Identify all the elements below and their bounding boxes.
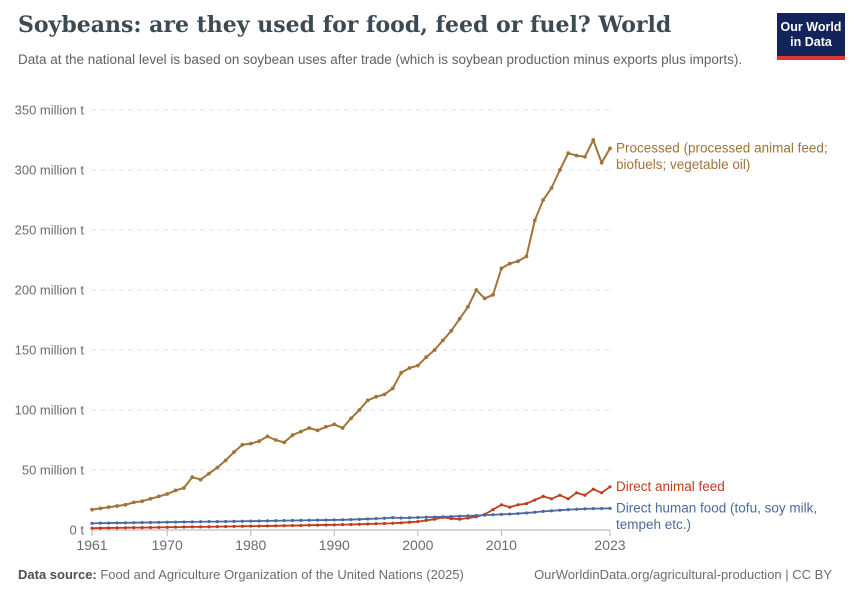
page-title: Soybeans: are they used for food, feed o…	[18, 12, 672, 38]
data-source-text: Food and Agriculture Organization of the…	[96, 567, 464, 582]
y-tick-label: 50 million t	[22, 463, 85, 478]
series-label-direct-human-food: Direct human food (tofu, soy milk, tempeh…	[616, 500, 817, 532]
y-tick-label: 300 million t	[15, 163, 85, 178]
x-tick-label-2010: 2010	[486, 537, 517, 553]
data-source-label: Data source:	[18, 567, 97, 582]
owid-logo[interactable]: Our World in Data	[777, 13, 845, 60]
y-tick-label: 200 million t	[15, 283, 85, 298]
series-label-processed: Processed (processed animal feed; biofuel…	[616, 140, 828, 172]
attribution-link[interactable]: OurWorldinData.org/agricultural-producti…	[534, 567, 832, 582]
owid-logo-line1: Our World	[780, 20, 842, 34]
y-tick-label: 0 t	[70, 523, 85, 538]
series-label-direct-animal-feed: Direct animal feed	[616, 479, 725, 494]
x-tick-label-2023: 2023	[594, 537, 625, 553]
x-tick-label-2000: 2000	[402, 537, 433, 553]
chart-footer: Data source: Food and Agriculture Organi…	[18, 567, 832, 582]
y-tick-label: 100 million t	[15, 403, 85, 418]
x-tick-label-1961: 1961	[76, 537, 107, 553]
y-tick-label: 350 million t	[15, 103, 85, 118]
x-tick-label-1970: 1970	[152, 537, 183, 553]
y-tick-label: 150 million t	[15, 343, 85, 358]
series-direct-human-food: Direct human food (tofu, soy milk, tempeh…	[90, 500, 817, 532]
owid-logo-line2: in Data	[790, 35, 832, 50]
series-processed: Processed (processed animal feed; biofuel…	[90, 138, 828, 512]
x-tick-label-1980: 1980	[235, 537, 266, 553]
x-tick-label-1990: 1990	[319, 537, 350, 553]
data-source-note: Data source: Food and Agriculture Organi…	[18, 567, 464, 582]
x-axis: 1961 1970 1980 1990 2000 2010 2023	[76, 530, 626, 553]
chart-subtitle: Data at the national level is based on s…	[18, 52, 743, 67]
series-direct-animal-feed: Direct animal feed	[90, 479, 725, 530]
y-gridlines: 0 t 50 million t 100 million t 150 million …	[15, 103, 610, 538]
series-line-processed	[91, 139, 611, 511]
y-tick-label: 250 million t	[15, 223, 85, 238]
